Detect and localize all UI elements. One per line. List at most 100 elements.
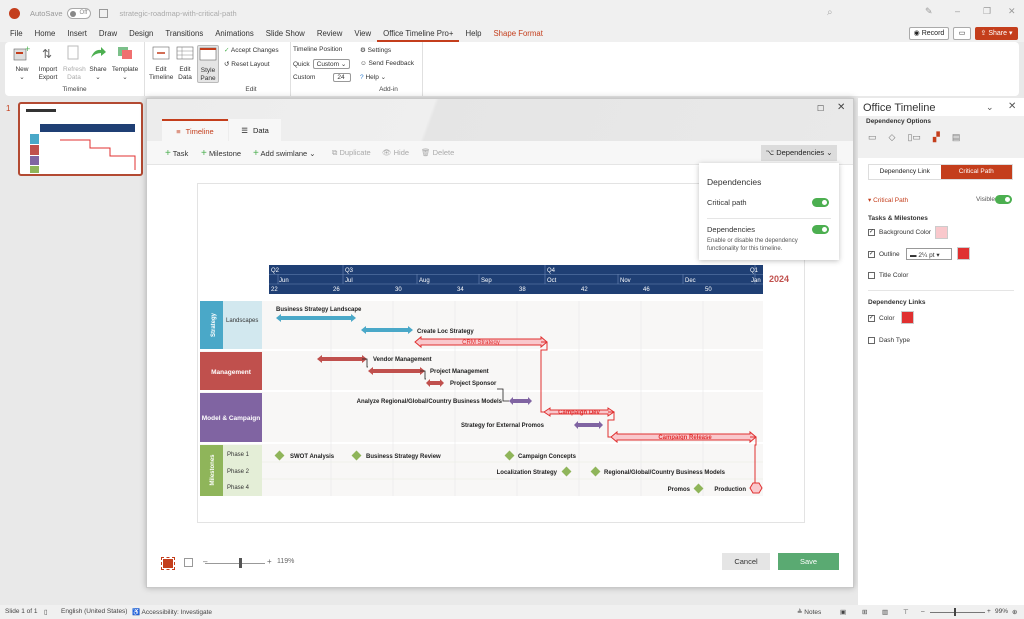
timeline-group-label: Timeline: [62, 86, 87, 93]
title-bar: AutoSave Off strategic-roadmap-with-crit…: [0, 0, 1024, 26]
background-color-checkbox[interactable]: ✓: [868, 229, 875, 236]
scale-style-icon[interactable]: ▤: [951, 132, 961, 142]
menu-home[interactable]: Home: [34, 29, 56, 38]
save-button[interactable]: Save: [778, 553, 839, 570]
status-zoom-slider[interactable]: [930, 612, 985, 613]
edit-data-button[interactable]: Edit Data: [175, 45, 195, 82]
autosave-toggle[interactable]: Off: [66, 7, 91, 19]
add-swimlane-button[interactable]: + Add swimlane ⌄: [253, 148, 316, 159]
send-feedback-button[interactable]: ☺ Send Feedback: [360, 60, 414, 67]
status-zoom-out[interactable]: –: [921, 608, 925, 615]
critical-path-toggle[interactable]: [812, 198, 829, 207]
share-timeline-button[interactable]: Share ⌄: [87, 45, 109, 82]
restore-icon[interactable]: ❐: [983, 6, 992, 16]
grid-icon[interactable]: [184, 558, 193, 567]
record-button[interactable]: ◉ Record: [909, 27, 949, 40]
link-color-swatch[interactable]: [901, 311, 914, 324]
outline-weight-select[interactable]: ▬ 2¼ pt ▾: [906, 248, 952, 260]
dash-type-checkbox[interactable]: [868, 337, 875, 344]
delete-button[interactable]: 🗑 Delete: [421, 148, 455, 157]
custom-input[interactable]: 24: [333, 73, 352, 82]
menu-help[interactable]: Help: [465, 29, 482, 38]
dialog-close-icon[interactable]: ✕: [837, 102, 846, 113]
menu-animations[interactable]: Animations: [215, 29, 254, 38]
duplicate-button[interactable]: ⧉ Duplicate: [332, 148, 371, 157]
new-button[interactable]: + New ⌄: [13, 44, 31, 81]
visible-toggle[interactable]: [995, 195, 1012, 204]
zoom-out-button[interactable]: –: [203, 557, 208, 566]
maximize-icon[interactable]: ☐: [817, 104, 825, 113]
background-color-swatch[interactable]: [935, 226, 948, 239]
title-color-checkbox[interactable]: [868, 272, 875, 279]
help-button[interactable]: ? Help ⌄: [360, 74, 387, 81]
slideshow-icon[interactable]: ⊤: [903, 609, 909, 616]
menu-view[interactable]: View: [354, 29, 372, 38]
quick-select[interactable]: Custom ⌄: [312, 59, 351, 69]
language[interactable]: English (United States): [61, 608, 128, 615]
close-window-icon[interactable]: ✕: [1008, 6, 1016, 16]
menu-review[interactable]: Review: [316, 29, 343, 38]
dependency-link-tab[interactable]: Dependency Link: [879, 168, 930, 175]
accept-changes-button[interactable]: ✓ Accept Changes: [224, 47, 279, 54]
share-button[interactable]: ⇪ Share ▾: [975, 27, 1018, 40]
task-style-icon[interactable]: ▭: [868, 132, 877, 142]
import-export-button[interactable]: ⇅ Import Export: [35, 45, 61, 82]
refresh-data-button[interactable]: Refresh Data: [63, 45, 86, 82]
link-color-checkbox[interactable]: ✓: [868, 315, 875, 322]
notes-button[interactable]: ≜ Notes: [797, 609, 822, 616]
dependencies-button[interactable]: ⌥ Dependencies ⌄: [761, 145, 837, 161]
menu-office-timeline[interactable]: Office Timeline Pro+: [377, 26, 460, 42]
fit-to-screen-icon[interactable]: [161, 557, 175, 570]
year-label: 2024: [769, 274, 789, 284]
outline-color-swatch[interactable]: [957, 247, 970, 260]
milestone-style-icon[interactable]: ◇: [888, 132, 896, 142]
panel-close-icon[interactable]: ✕: [1008, 101, 1017, 112]
save-icon[interactable]: [98, 8, 108, 18]
tab-timeline-label: Timeline: [185, 126, 214, 136]
swimlane-style-icon[interactable]: ▯▭: [907, 132, 921, 142]
background-color-row: ✓ Background Color: [868, 229, 931, 236]
add-task-button[interactable]: + Task: [165, 148, 189, 159]
slide-sorter-icon[interactable]: ⊞: [862, 609, 868, 616]
menu-draw[interactable]: Draw: [98, 29, 118, 38]
menu-insert[interactable]: Insert: [67, 29, 87, 38]
reset-layout-button[interactable]: ↺ Reset Layout: [224, 61, 270, 68]
status-zoom-thumb[interactable]: [954, 608, 956, 616]
hide-button[interactable]: 👁 Hide: [382, 148, 410, 157]
style-pane-button[interactable]: Style Pane: [197, 45, 219, 83]
minimize-icon[interactable]: –: [955, 6, 961, 16]
tab-timeline[interactable]: ≡ Timeline: [162, 119, 228, 141]
menu-file[interactable]: File: [10, 29, 23, 38]
settings-button[interactable]: ⚙ Settings: [360, 47, 392, 54]
quick-row: Quick Custom ⌄: [293, 59, 351, 69]
cancel-button[interactable]: Cancel: [722, 553, 770, 570]
add-milestone-button[interactable]: + Milestone: [201, 148, 242, 159]
tab-data[interactable]: ☰ Data: [229, 119, 281, 141]
menu-design[interactable]: Design: [129, 29, 154, 38]
menu-shape-format[interactable]: Shape Format: [493, 29, 543, 38]
comments-button[interactable]: ▭: [953, 27, 971, 40]
dependency-style-icon[interactable]: ▞: [932, 132, 940, 142]
critical-path-tab[interactable]: Critical Path: [940, 165, 1012, 179]
spellcheck-icon[interactable]: ▯: [44, 609, 48, 616]
menu-slide-show[interactable]: Slide Show: [265, 29, 305, 38]
dependencies-toggle[interactable]: [812, 225, 829, 234]
template-button[interactable]: Template ⌄: [111, 45, 139, 82]
critical-path-section[interactable]: ▾ Critical Path: [868, 197, 909, 204]
status-zoom-in[interactable]: +: [987, 608, 991, 615]
slide-thumbnail[interactable]: [18, 102, 143, 176]
status-zoom-level[interactable]: 99%: [995, 608, 1009, 615]
normal-view-icon[interactable]: ▣: [840, 609, 847, 616]
reading-view-icon[interactable]: ▥: [882, 609, 889, 616]
panel-options-icon[interactable]: ⌄: [986, 102, 994, 112]
zoom-in-button[interactable]: +: [267, 557, 272, 566]
menu-transitions[interactable]: Transitions: [165, 29, 204, 38]
edit-timeline-button[interactable]: Edit Timeline: [149, 45, 173, 82]
zoom-slider[interactable]: [205, 563, 265, 564]
search-icon[interactable]: ⌕: [827, 7, 833, 18]
pen-icon[interactable]: ✎: [925, 6, 933, 16]
outline-checkbox[interactable]: ✓: [868, 251, 875, 258]
fit-slide-icon[interactable]: ⊕: [1012, 609, 1018, 616]
accessibility-status[interactable]: ♿ Accessibility: Investigate: [132, 609, 212, 616]
zoom-slider-thumb[interactable]: [239, 558, 242, 568]
